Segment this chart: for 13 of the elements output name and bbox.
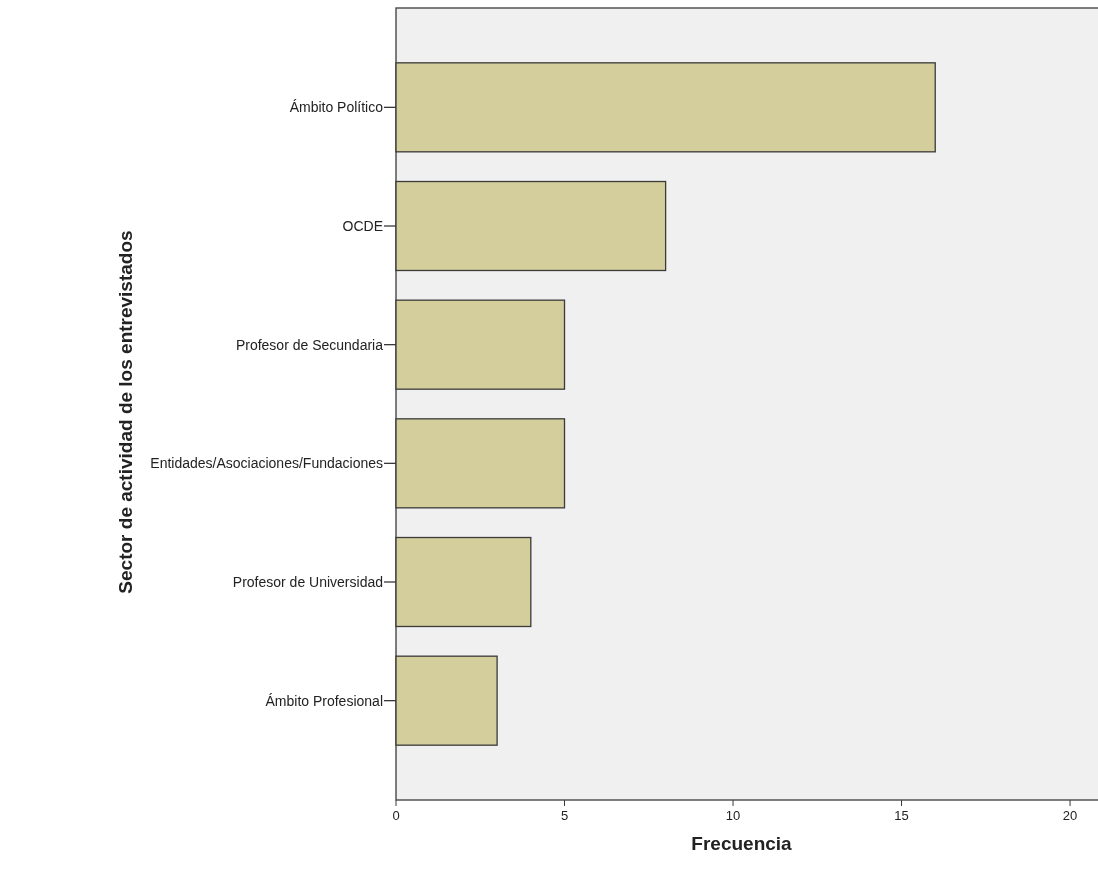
- x-tick-label: 20: [1062, 808, 1078, 823]
- x-tick-label: 15: [894, 808, 909, 823]
- y-tick-label: Profesor de Universidad: [232, 574, 383, 590]
- y-axis-title: Sector de actividad de los entrevistados: [115, 230, 136, 594]
- y-tick-label: Ámbito Profesional: [265, 692, 383, 709]
- y-tick-label: Profesor de Secundaria: [235, 336, 384, 353]
- x-tick-label: 10: [725, 808, 741, 823]
- y-tick-label: OCDE: [342, 218, 383, 234]
- y-tick-label: Ámbito Político: [289, 99, 384, 116]
- y-tick-label: Entidades/Asociaciones/Fundaciones: [150, 455, 383, 472]
- x-tick-label: 5: [560, 808, 569, 823]
- x-axis-title: Frecuencia: [691, 833, 793, 854]
- x-tick-label: 0: [392, 808, 400, 823]
